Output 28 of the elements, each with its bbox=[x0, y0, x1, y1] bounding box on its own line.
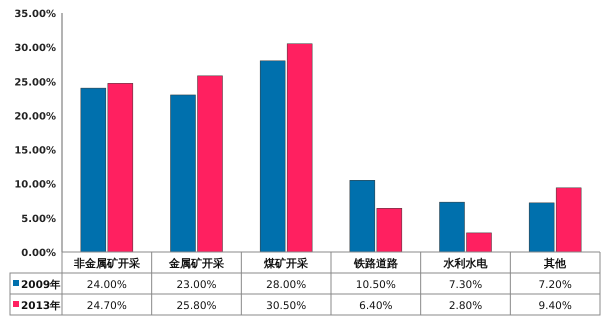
data-label: 24.00% bbox=[86, 279, 127, 291]
x-tick-label: 煤矿开采 bbox=[263, 257, 308, 270]
legend-label: 2009年 bbox=[21, 278, 62, 291]
data-label: 7.30% bbox=[448, 279, 482, 291]
data-label: 6.40% bbox=[359, 300, 393, 312]
y-tick-label: 35.00% bbox=[14, 9, 56, 20]
legend-label: 2013年 bbox=[21, 299, 62, 312]
y-tick-label: 15.00% bbox=[14, 146, 56, 157]
y-tick-label: 20.00% bbox=[14, 111, 56, 122]
y-tick-label: 25.00% bbox=[14, 77, 56, 88]
y-tick-label: 10.00% bbox=[14, 180, 56, 191]
x-tick-label: 水利水电 bbox=[442, 257, 488, 270]
data-label: 2.80% bbox=[448, 300, 482, 312]
x-tick-label: 其他 bbox=[543, 257, 568, 270]
data-label: 7.20% bbox=[538, 279, 572, 291]
data-label: 10.50% bbox=[356, 279, 396, 291]
y-tick-label: 30.00% bbox=[14, 43, 56, 54]
x-tick-label: 铁路道路 bbox=[352, 257, 398, 270]
data-label: 30.50% bbox=[266, 300, 306, 312]
x-tick-label: 金属矿开采 bbox=[168, 257, 224, 270]
y-tick-label: 5.00% bbox=[21, 214, 56, 225]
data-label: 28.00% bbox=[266, 279, 306, 291]
data-label: 23.00% bbox=[176, 279, 217, 291]
x-tick-label: 非金属矿开采 bbox=[72, 257, 140, 270]
data-label: 24.70% bbox=[86, 300, 127, 312]
data-label: 9.40% bbox=[538, 300, 572, 312]
y-tick-label: 0.00% bbox=[21, 248, 56, 259]
data-label: 25.80% bbox=[176, 300, 217, 312]
